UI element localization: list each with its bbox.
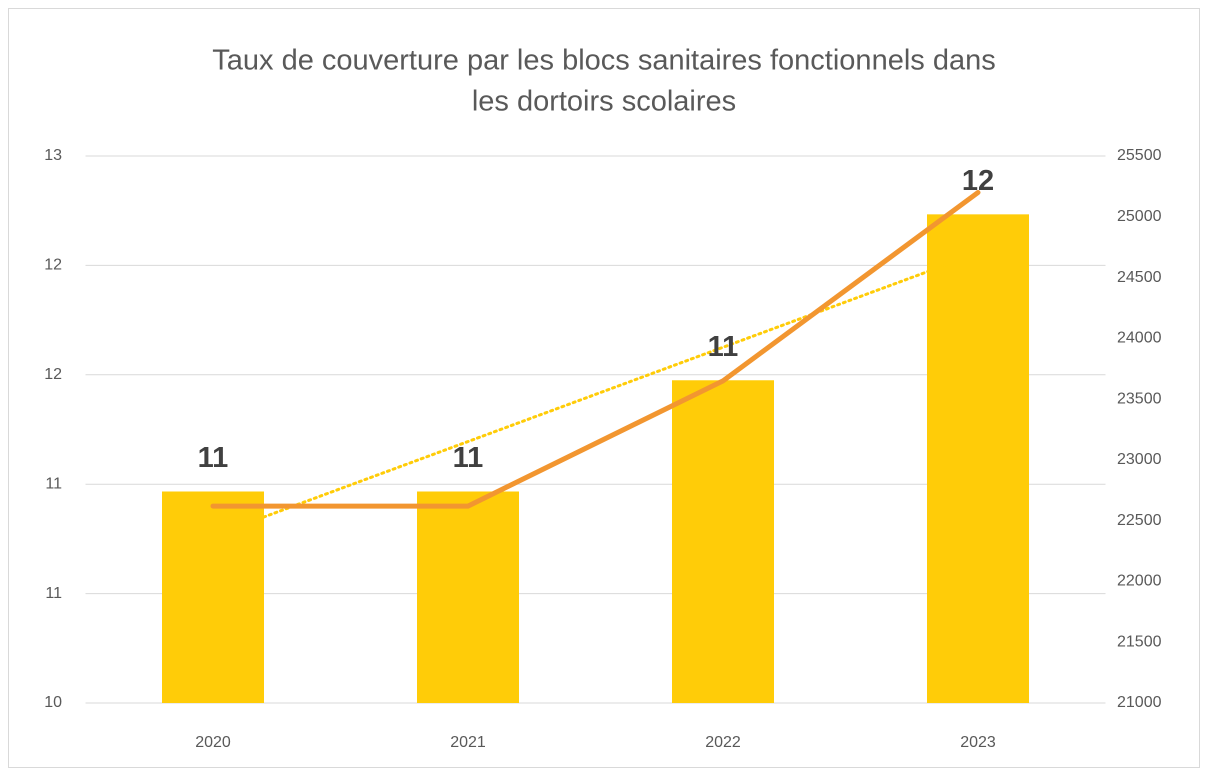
data-label: 11 [453, 442, 484, 474]
y2-tick-label: 22500 [1117, 512, 1162, 529]
y2-tick-label: 25000 [1117, 208, 1162, 225]
data-label: 11 [198, 442, 229, 474]
chart-title: les dortoirs scolaires [472, 86, 736, 118]
chart-title: Taux de couverture par les blocs sanitai… [212, 45, 995, 77]
data-label: 12 [962, 165, 994, 197]
y-tick-label: 10 [44, 694, 62, 711]
y2-tick-label: 23500 [1117, 390, 1162, 407]
y2-tick-label: 24000 [1117, 330, 1162, 347]
y2-tick-label: 23000 [1117, 451, 1162, 468]
line-series [210, 189, 981, 509]
y2-tick-label: 21000 [1117, 694, 1162, 711]
x-tick-label: 2021 [450, 734, 486, 751]
x-tick-label: 2020 [195, 734, 231, 751]
trendline [211, 251, 980, 538]
bar [417, 491, 519, 703]
y2-tick-label: 22000 [1117, 573, 1162, 590]
bar [162, 491, 264, 703]
y-tick-label: 13 [44, 147, 62, 164]
y-tick-label: 12 [44, 366, 62, 383]
y2-tick-label: 21500 [1117, 633, 1162, 650]
bar [672, 380, 774, 703]
y-tick-label: 12 [44, 257, 62, 274]
y2-tick-label: 24500 [1117, 269, 1162, 286]
bar [927, 214, 1029, 703]
data-label: 11 [708, 331, 739, 363]
y-tick-label: 11 [45, 585, 62, 602]
x-tick-label: 2023 [960, 734, 996, 751]
x-tick-label: 2022 [705, 734, 741, 751]
y-tick-label: 11 [45, 475, 62, 492]
y2-tick-label: 25500 [1117, 147, 1162, 164]
